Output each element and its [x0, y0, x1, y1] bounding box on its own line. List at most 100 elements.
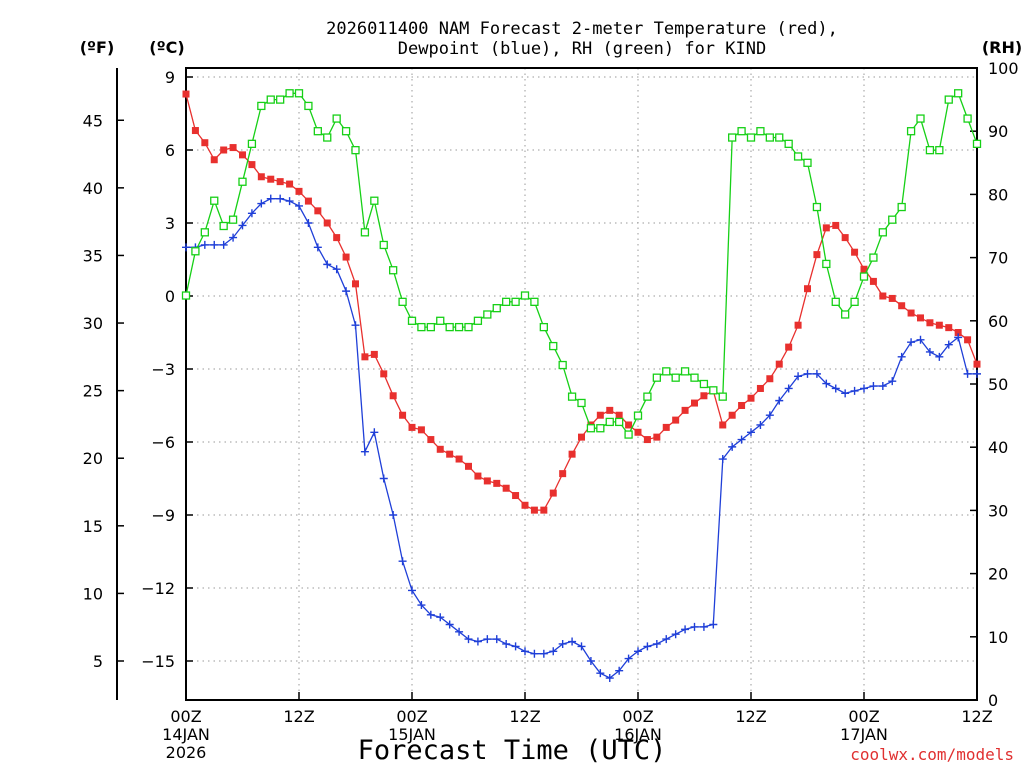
dewpoint-point [577, 642, 586, 651]
dewpoint-point [784, 384, 793, 393]
temperature-point [728, 411, 736, 419]
chart-title-line1: 2026011400 NAM Forecast 2-meter Temperat… [326, 19, 838, 39]
rh-point [746, 133, 756, 142]
rh-point [756, 127, 765, 136]
fahrenheit-tick-label: 5 [93, 652, 103, 671]
dewpoint-point [219, 240, 228, 249]
unit-label-rh: (RH) [982, 38, 1022, 57]
dewpoint-point [483, 635, 492, 644]
temperature-point [738, 402, 746, 409]
temperature-point [596, 411, 604, 419]
temperature-point [559, 470, 567, 478]
rh-point [643, 392, 652, 401]
rh-point [238, 177, 247, 186]
dewpoint-point [860, 384, 868, 393]
dewpoint-point [464, 635, 473, 644]
temperature-point [493, 479, 501, 487]
temperature-point [634, 428, 642, 436]
temperature-point [220, 146, 228, 154]
dewpoint-point [794, 372, 803, 381]
dewpoint-point [549, 647, 558, 656]
temperature-point [389, 392, 397, 400]
rh-point [436, 316, 445, 325]
celsius-tick-label: 0 [165, 287, 175, 306]
dewpoint-point [379, 474, 388, 483]
rh-point [341, 127, 351, 136]
rh-point [624, 430, 633, 439]
rh-point [596, 424, 605, 433]
rh-point [718, 392, 727, 401]
temperature-point [361, 353, 369, 361]
grid-lines [186, 68, 977, 700]
rh-point [586, 424, 596, 433]
dewpoint-point [925, 347, 934, 356]
dewpoint-point [182, 243, 190, 252]
dewpoint-point [756, 420, 765, 429]
temperature-point [841, 234, 849, 242]
temperature-point [342, 253, 350, 261]
rh-tick-label: 70 [988, 249, 1008, 268]
fahrenheit-tick-label: 15 [83, 517, 103, 536]
rh-tick-label: 30 [988, 501, 1008, 520]
dewpoint-point [671, 630, 680, 639]
dewpoint-point [596, 669, 605, 678]
celsius-tick-label: −9 [151, 506, 175, 525]
rh-point [181, 291, 191, 300]
temperature-point [540, 506, 548, 514]
dewpoint-point [831, 384, 840, 393]
rh-point [473, 316, 483, 325]
rh-point [888, 215, 897, 224]
dewpoint-point [615, 666, 624, 675]
chart-title-line2: Dewpoint (blue), RH (green) for KIND [398, 39, 766, 59]
dewpoint-point [539, 649, 548, 658]
temperature-point [775, 360, 783, 368]
rh-point [266, 95, 275, 104]
x-tick-label: 12Z [961, 707, 992, 726]
dewpoint-point [473, 637, 482, 646]
rh-point [304, 101, 313, 111]
rh-point [228, 215, 238, 224]
rh-point [407, 316, 417, 325]
dewpoint-point [229, 233, 238, 242]
temperature-point [267, 175, 275, 183]
temperature-point [964, 336, 972, 344]
rh-point [398, 297, 407, 306]
dewpoint-point [238, 221, 247, 230]
rh-point [671, 373, 680, 382]
x-tick-label: 12Z [735, 707, 766, 726]
rh-point [200, 228, 209, 237]
rh-point [520, 291, 530, 300]
temperature-point [578, 433, 585, 441]
rh-point [257, 101, 266, 111]
rh-point [276, 95, 285, 104]
rh-point [803, 158, 812, 167]
rh-point [652, 373, 661, 382]
dewpoint-point [841, 389, 850, 398]
dewpoint-point [681, 625, 690, 634]
dewpoint-point [634, 647, 642, 656]
rh-point [313, 127, 322, 136]
temperature-point [446, 450, 454, 458]
dewpoint-point [342, 287, 351, 296]
plot-frame [185, 67, 978, 701]
rh-point [633, 411, 643, 420]
rh-point [294, 89, 304, 98]
dewpoint-point [266, 194, 275, 203]
rh-point [662, 367, 671, 376]
temperature-point [700, 392, 708, 400]
dewpoint-point [313, 243, 322, 252]
dewpoint-point [436, 613, 445, 622]
dewpoint-point [530, 649, 539, 658]
temperature-point [804, 285, 811, 293]
rh-line [185, 92, 978, 436]
dewpoint-point [916, 335, 925, 344]
temperature-point [276, 178, 284, 186]
rh-point [219, 221, 228, 231]
dewpoint-point [323, 260, 332, 269]
dewpoint-point [276, 194, 285, 203]
celsius-tick-label: −15 [141, 652, 175, 671]
x-tick-date-label: 15JAN [388, 725, 436, 744]
celsius-tick-label: 3 [165, 214, 175, 233]
